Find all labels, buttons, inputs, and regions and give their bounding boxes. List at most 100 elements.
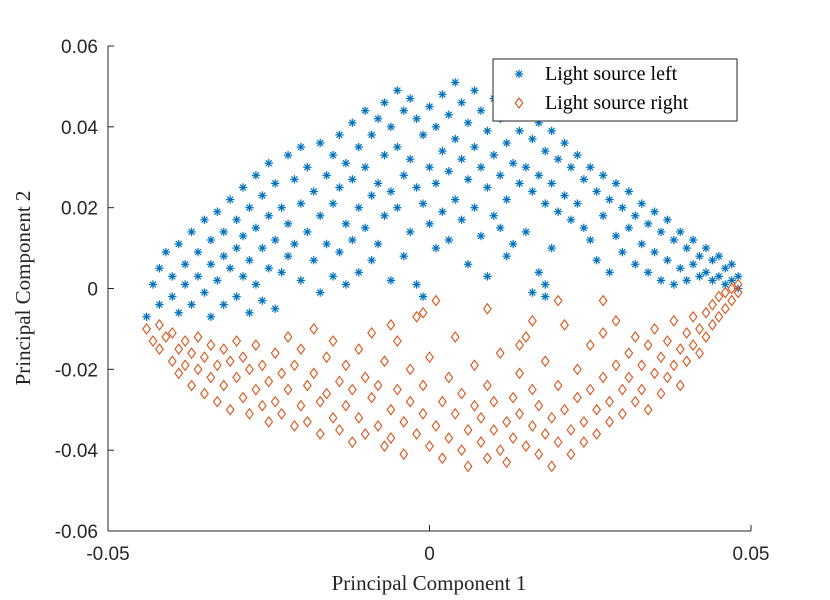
data-point (656, 351, 666, 364)
data-point (328, 150, 338, 160)
data-point (624, 223, 634, 233)
data-point (225, 264, 235, 273)
data-point (187, 379, 197, 392)
data-point (438, 146, 447, 156)
data-point (296, 343, 306, 356)
data-point (232, 292, 241, 301)
series-right (142, 278, 743, 473)
data-point (232, 335, 242, 347)
data-point (547, 243, 556, 253)
data-point (380, 355, 389, 368)
data-point (598, 171, 608, 180)
data-point (232, 371, 242, 384)
data-point (515, 179, 524, 188)
data-point (367, 256, 376, 265)
data-point (553, 379, 563, 392)
data-point (380, 211, 389, 220)
data-point (161, 247, 171, 257)
data-point (393, 142, 402, 152)
data-point (315, 138, 325, 148)
data-point (553, 294, 563, 307)
data-point (322, 351, 332, 364)
data-point (290, 239, 299, 249)
data-point (682, 355, 692, 368)
data-point (611, 359, 621, 372)
data-point (399, 448, 409, 461)
data-point (521, 440, 531, 453)
data-point (380, 98, 389, 107)
data-point (540, 428, 550, 440)
data-point (373, 419, 383, 432)
data-point (296, 276, 306, 285)
data-point (245, 256, 254, 265)
data-point (540, 355, 550, 368)
data-point (167, 355, 177, 368)
data-point (277, 367, 287, 380)
data-point (489, 395, 499, 408)
x-tick-label: 0 (424, 544, 435, 565)
data-point (444, 432, 454, 444)
data-point (617, 383, 627, 396)
data-point (527, 314, 537, 327)
data-point (727, 282, 737, 295)
data-point (675, 343, 685, 356)
data-point (373, 179, 383, 188)
data-point (547, 179, 556, 188)
data-point (547, 411, 557, 424)
data-point (341, 399, 351, 412)
data-point (521, 163, 531, 172)
data-point (347, 383, 357, 396)
data-point (534, 171, 544, 180)
data-point (360, 428, 370, 440)
data-point (701, 268, 711, 277)
data-point (611, 231, 621, 241)
data-point (418, 130, 428, 140)
legend-marker-left-icon (514, 69, 524, 79)
data-point (457, 387, 467, 400)
data-point (354, 142, 363, 152)
data-point (206, 371, 216, 384)
data-point (476, 436, 486, 449)
plot-area (108, 46, 751, 531)
data-point (662, 335, 672, 347)
data-point (643, 268, 653, 277)
data-point (650, 207, 659, 216)
data-point (656, 276, 666, 285)
data-point (733, 278, 743, 291)
data-point (483, 183, 492, 192)
data-point (508, 239, 518, 249)
data-point (643, 219, 653, 229)
data-point (309, 187, 318, 196)
data-point (290, 175, 299, 184)
data-point (393, 203, 402, 212)
data-point (425, 163, 434, 172)
data-point (258, 243, 267, 253)
y-tick-label: -0.02 (55, 360, 98, 381)
data-point (174, 308, 183, 317)
data-point (669, 235, 679, 245)
data-point (386, 318, 396, 331)
data-point (251, 339, 261, 352)
data-point (322, 171, 331, 180)
data-point (412, 114, 421, 123)
data-point (669, 314, 679, 327)
data-point (309, 322, 319, 335)
data-point (328, 199, 338, 208)
data-point (566, 448, 576, 461)
data-point (258, 296, 267, 305)
data-point (168, 292, 177, 301)
data-point (296, 199, 306, 208)
data-point (206, 260, 216, 269)
data-point (592, 256, 601, 265)
data-point (483, 272, 492, 281)
data-point (592, 187, 601, 196)
data-point (283, 383, 293, 396)
data-point (572, 363, 582, 376)
data-point (643, 339, 653, 352)
data-point (451, 134, 460, 144)
y-ticks: 0.06 0.04 0.02 0 -0.02 -0.04 -0.06 (55, 37, 114, 543)
data-point (367, 191, 376, 200)
data-point (482, 302, 492, 315)
y-tick-label: -0.06 (55, 522, 98, 543)
